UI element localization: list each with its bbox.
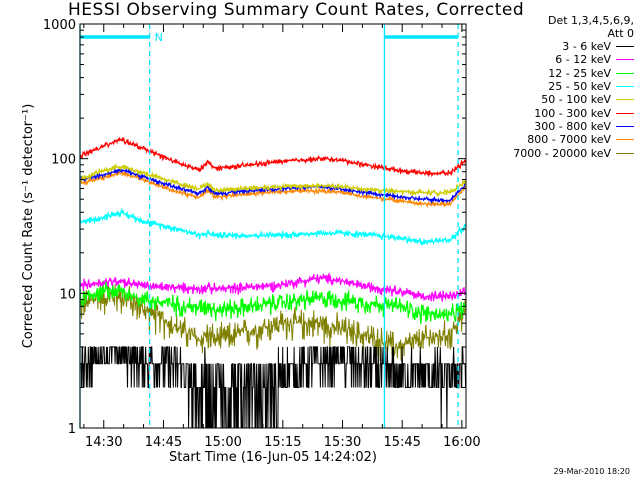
- y-tick-label: 100: [51, 153, 76, 168]
- legend-swatch: [616, 125, 634, 127]
- legend-entry: 12 - 25 keV: [486, 67, 634, 80]
- legend-entries: 3 - 6 keV 6 - 12 keV 12 - 25 keV 25 - 50 ke…: [486, 40, 634, 160]
- series-line: [79, 136, 467, 178]
- series-line: [79, 271, 467, 302]
- legend-entry: 3 - 6 keV: [486, 40, 634, 53]
- legend-swatch: [616, 72, 634, 74]
- x-axis-ticks: 14:30 14:45 15:00 15:15 15:30 15:45 16:00: [83, 24, 481, 450]
- legend-label: 6 - 12 keV: [555, 53, 611, 67]
- y-tick-label: 1: [68, 422, 76, 437]
- legend-swatch: [616, 46, 634, 48]
- series-line: [80, 169, 466, 209]
- series-line: [80, 346, 467, 429]
- footer-date: 29-Mar-2010 18:20: [553, 467, 631, 476]
- legend-swatch: [616, 112, 634, 114]
- x-tick-label: 15:00: [204, 435, 241, 450]
- legend-entry: 6 - 12 keV: [486, 53, 634, 66]
- legend-header-line-1: Det 1,3,4,5,6,9,: [547, 14, 634, 27]
- y-tick-label: 10: [59, 287, 76, 302]
- x-tick-label: 15:15: [264, 435, 301, 450]
- x-tick-label: 15:45: [383, 435, 420, 450]
- series-line: [79, 284, 467, 362]
- legend-swatch: [616, 99, 634, 101]
- legend-swatch: [616, 86, 634, 88]
- legend-entry: 800 - 7000 keV: [486, 133, 634, 146]
- legend-entry: 50 - 100 keV: [486, 93, 634, 106]
- plot-frame: [79, 23, 467, 429]
- saa-marker: N: [155, 31, 163, 44]
- legend-header-line-2: Att 0: [607, 27, 634, 40]
- series-line: [79, 164, 467, 197]
- legend-entry: 100 - 300 keV: [486, 106, 634, 120]
- legend-label: 800 - 7000 keV: [527, 133, 611, 147]
- y-axis-ticks: 1 10 100 1000: [43, 18, 466, 437]
- y-tick-label: 1000: [43, 18, 76, 33]
- x-tick-label: 14:45: [145, 435, 182, 450]
- chart-title: HESSI Observing Summary Count Rates, Cor…: [68, 0, 525, 20]
- legend-swatch: [616, 152, 634, 154]
- x-tick-label: 15:30: [324, 435, 361, 450]
- legend-entry: 25 - 50 keV: [486, 80, 634, 93]
- legend-label: 25 - 50 keV: [548, 80, 611, 94]
- series-lines: [79, 136, 467, 429]
- legend-label: 12 - 25 keV: [548, 66, 611, 80]
- legend-label: 100 - 300 keV: [534, 106, 611, 120]
- series-line: [79, 166, 466, 205]
- series-line: [79, 207, 467, 246]
- legend-swatch: [616, 59, 634, 61]
- legend-entry: 7000 - 20000 keV: [486, 146, 634, 160]
- legend-label: 3 - 6 keV: [562, 40, 611, 54]
- legend-label: 7000 - 20000 keV: [513, 146, 611, 160]
- x-axis-label: Start Time (16-Jun-05 14:24:02): [169, 450, 377, 465]
- series-line: [79, 280, 467, 324]
- legend-label: 50 - 100 keV: [541, 93, 611, 107]
- legend-swatch: [616, 139, 634, 141]
- legend: Det 1,3,4,5,6,9, Att 0 3 - 6 keV 6 - 12 k…: [486, 14, 634, 160]
- y-axis-label: Corrected Count Rate (s⁻¹ detector⁻¹): [21, 104, 36, 349]
- x-tick-label: 14:30: [85, 435, 122, 450]
- legend-entry: 300 - 800 keV: [486, 120, 634, 133]
- x-tick-label: 16:00: [443, 435, 480, 450]
- legend-label: 300 - 800 keV: [534, 119, 611, 133]
